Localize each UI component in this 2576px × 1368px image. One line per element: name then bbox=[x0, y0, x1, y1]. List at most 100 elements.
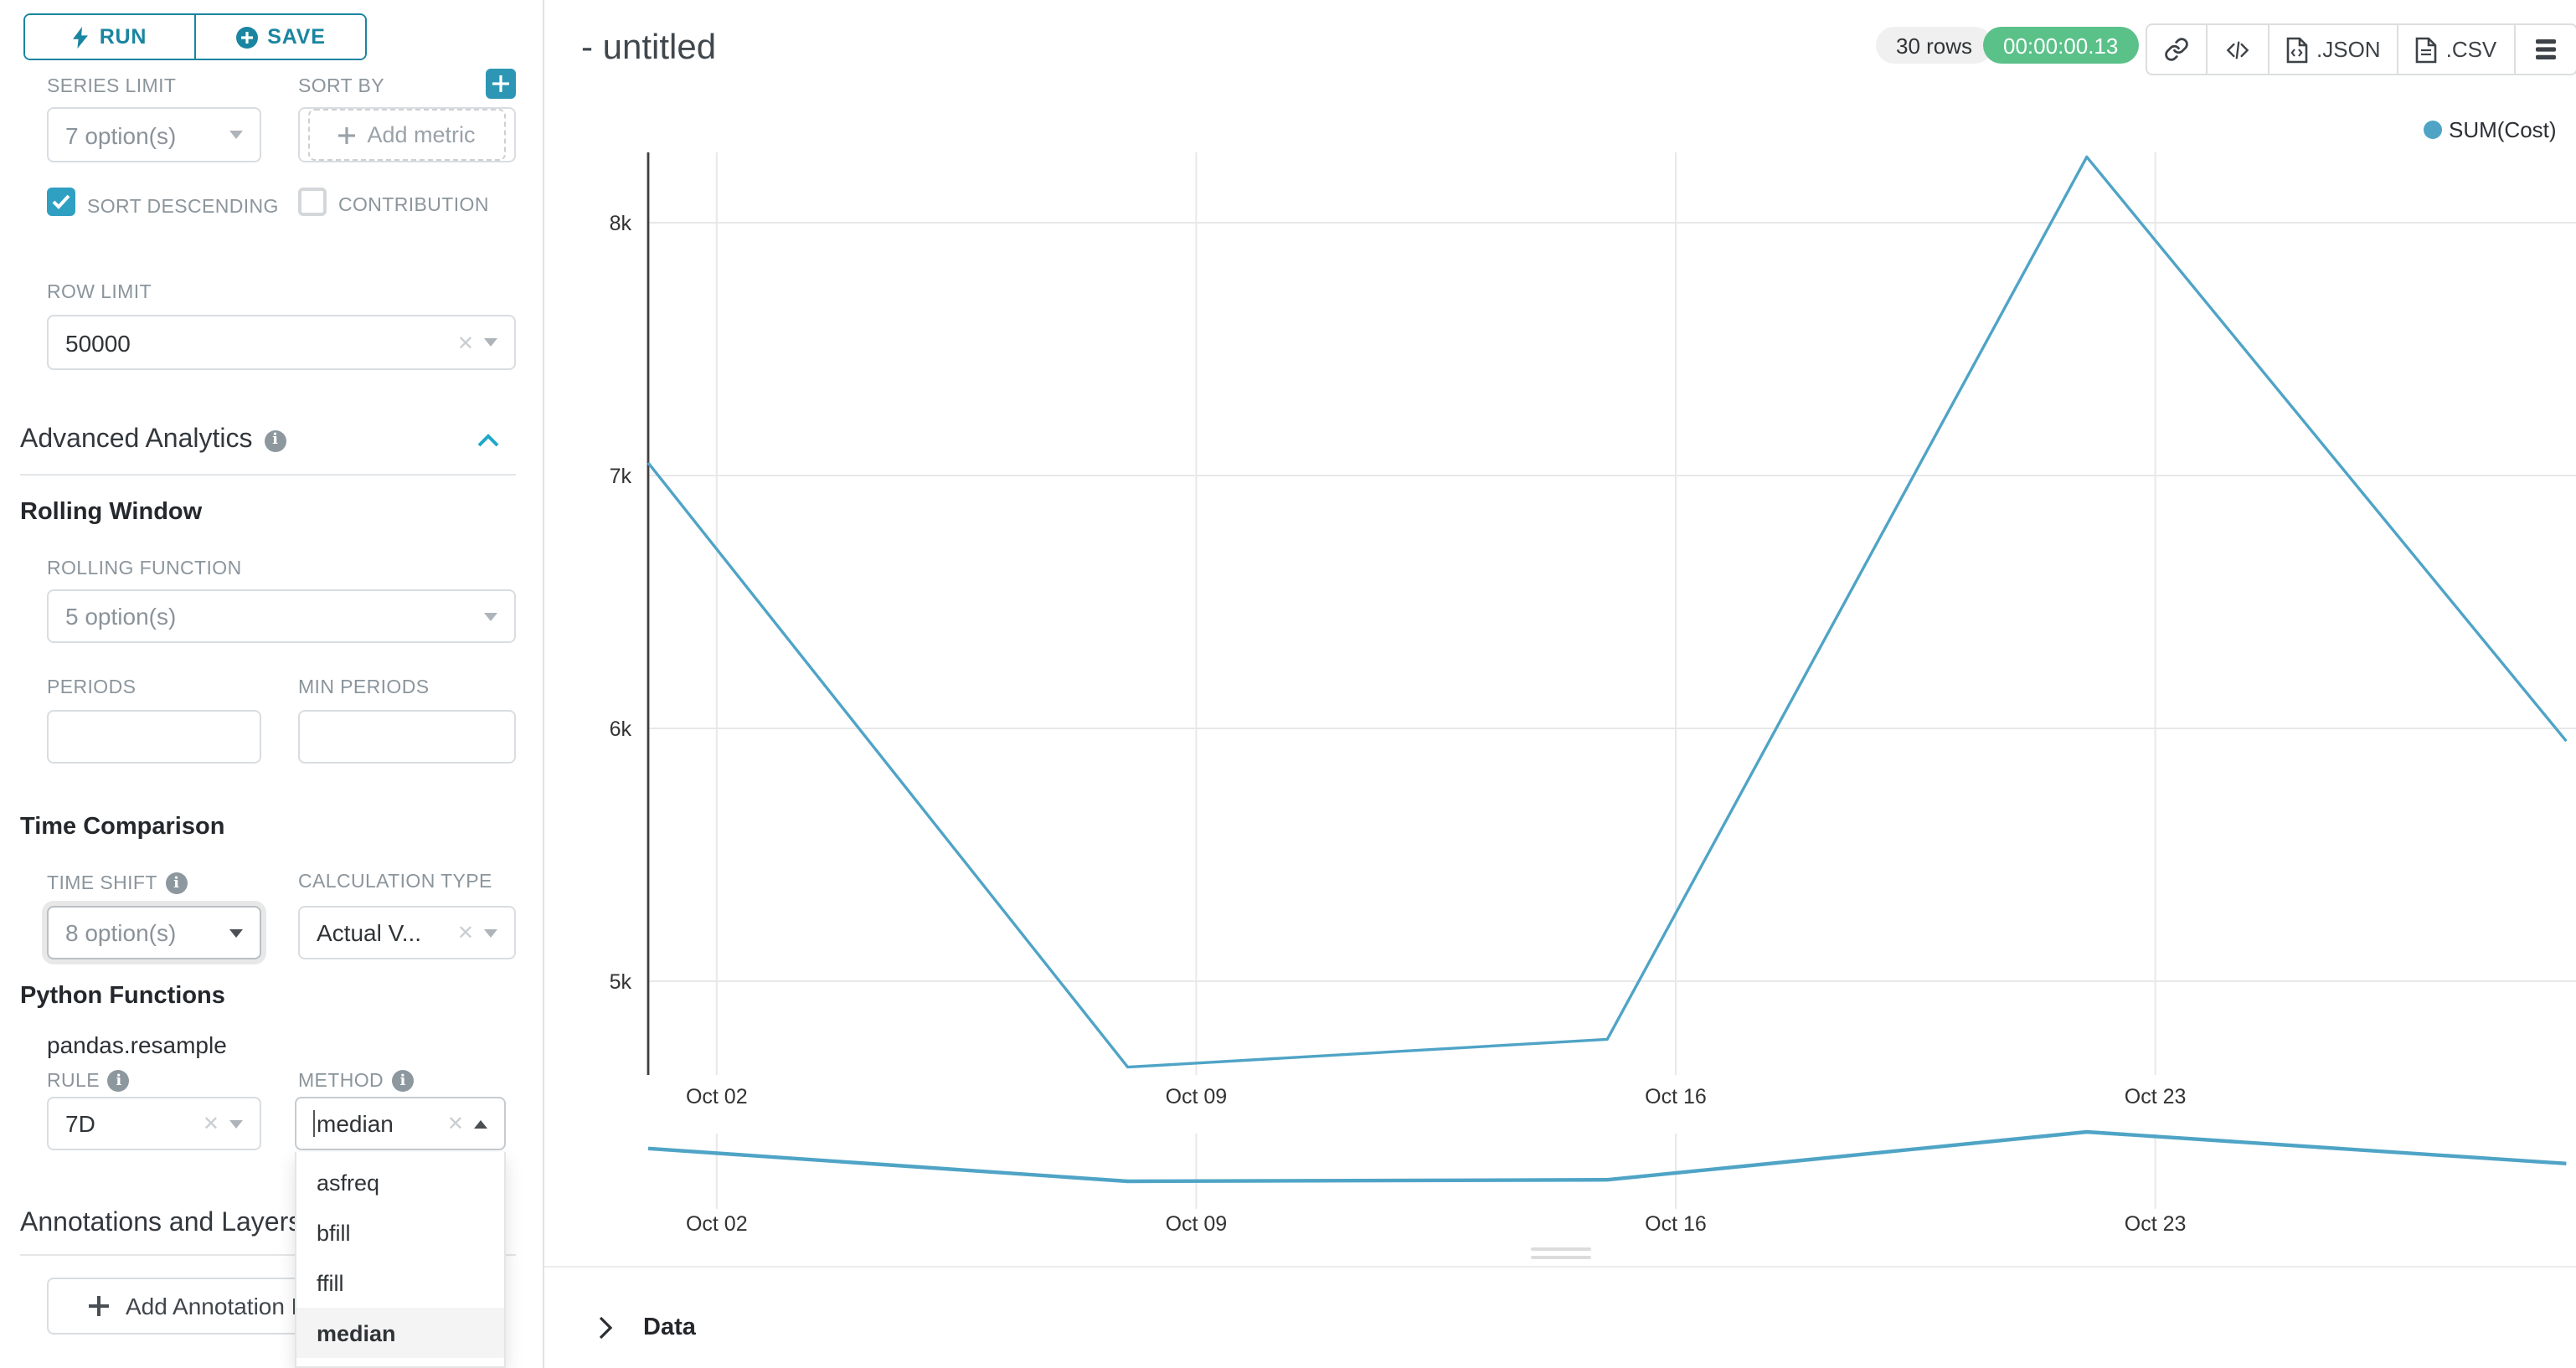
lightning-icon bbox=[73, 26, 89, 48]
series-limit-label: SERIES LIMIT bbox=[47, 77, 177, 97]
info-icon: i bbox=[107, 1070, 130, 1092]
chevron-up-icon[interactable] bbox=[477, 434, 499, 447]
data-panel-label: Data bbox=[643, 1314, 696, 1341]
clear-icon[interactable]: ✕ bbox=[446, 1112, 464, 1135]
rule-label-row: RULE i bbox=[47, 1070, 130, 1092]
plus-icon bbox=[338, 126, 356, 143]
min-periods-input[interactable] bbox=[298, 710, 516, 764]
svg-text:Oct 16: Oct 16 bbox=[1645, 1085, 1707, 1108]
plus-icon bbox=[89, 1296, 109, 1316]
svg-text:Oct 23: Oct 23 bbox=[2125, 1085, 2187, 1108]
rule-value: 7D bbox=[65, 1110, 95, 1137]
duration-badge: 00:00:00.13 bbox=[1983, 27, 2139, 64]
method-select[interactable]: median ✕ bbox=[295, 1097, 506, 1150]
row-limit-select[interactable]: 50000 ✕ bbox=[47, 315, 516, 370]
add-metric-label: Add metric bbox=[367, 122, 476, 147]
periods-label: PERIODS bbox=[47, 678, 137, 698]
periods-input[interactable] bbox=[47, 710, 261, 764]
line-chart: 5k 6k 7k 8k Oct 02 Oct 09 Oct 16 Oct 23 Oct 02 Oc… bbox=[610, 152, 2576, 1236]
svg-text:Oct 23: Oct 23 bbox=[2125, 1212, 2187, 1236]
svg-text:7k: 7k bbox=[610, 465, 632, 488]
svg-text:Oct 02: Oct 02 bbox=[686, 1085, 748, 1108]
method-option-asfreq[interactable]: asfreq bbox=[317, 1170, 380, 1195]
row-limit-value: 50000 bbox=[65, 329, 131, 356]
svg-text:5k: 5k bbox=[610, 970, 632, 994]
section-divider bbox=[20, 474, 516, 476]
series-limit-select[interactable]: 7 option(s) bbox=[47, 107, 261, 162]
export-json-label: .JSON bbox=[2316, 37, 2381, 62]
legend-dot-icon bbox=[2424, 121, 2442, 139]
info-icon: i bbox=[264, 429, 286, 451]
sort-descending-checkbox[interactable] bbox=[47, 188, 75, 216]
export-csv-label: .CSV bbox=[2445, 37, 2497, 62]
rule-label: RULE bbox=[47, 1071, 100, 1091]
method-label-row: METHOD i bbox=[298, 1070, 415, 1092]
check-icon bbox=[52, 194, 70, 209]
sort-by-select: Add metric bbox=[298, 107, 516, 162]
control-panel: RUN SAVE SERIES LIMIT SORT BY 7 option(s… bbox=[0, 0, 544, 1368]
sort-by-label: SORT BY bbox=[298, 77, 384, 97]
time-comparison-title: Time Comparison bbox=[20, 814, 225, 841]
method-dropdown: asfreq bfill ffill median bbox=[295, 1152, 506, 1368]
time-shift-select[interactable]: 8 option(s) bbox=[47, 906, 261, 959]
run-button[interactable]: RUN bbox=[25, 15, 194, 59]
contribution-label: CONTRIBUTION bbox=[338, 196, 489, 216]
legend-item-sum-cost[interactable]: SUM(Cost) bbox=[2424, 117, 2557, 142]
chevron-down-icon bbox=[229, 1119, 243, 1128]
more-options-button[interactable] bbox=[2513, 25, 2575, 74]
embed-code-button[interactable] bbox=[2206, 25, 2268, 74]
clear-icon[interactable]: ✕ bbox=[456, 331, 474, 354]
data-panel-toggle[interactable]: Data bbox=[598, 1314, 696, 1341]
method-option-median[interactable]: median bbox=[296, 1308, 504, 1358]
save-button[interactable]: SAVE bbox=[194, 15, 365, 59]
python-functions-title: Python Functions bbox=[20, 983, 225, 1010]
svg-text:8k: 8k bbox=[610, 212, 632, 235]
code-icon bbox=[2226, 40, 2249, 59]
sort-descending-label: SORT DESCENDING bbox=[87, 198, 279, 218]
copy-link-button[interactable] bbox=[2147, 25, 2206, 74]
chevron-down-icon bbox=[484, 338, 497, 347]
calculation-type-label: CALCULATION TYPE bbox=[298, 872, 492, 892]
rows-badge: 30 rows bbox=[1876, 27, 1993, 64]
advanced-analytics-header[interactable]: Advanced Analytics i bbox=[20, 425, 516, 455]
svg-text:Oct 16: Oct 16 bbox=[1645, 1212, 1707, 1236]
add-metric-button[interactable]: Add metric bbox=[308, 109, 506, 161]
chevron-right-icon bbox=[599, 1316, 613, 1340]
svg-text:Oct 09: Oct 09 bbox=[1166, 1085, 1228, 1108]
advanced-analytics-title: Advanced Analytics bbox=[20, 425, 253, 454]
method-value: median bbox=[317, 1110, 394, 1137]
rule-select[interactable]: 7D ✕ bbox=[47, 1097, 261, 1150]
file-icon bbox=[2416, 36, 2437, 63]
add-metric-plus-button[interactable] bbox=[486, 69, 516, 99]
contribution-checkbox[interactable] bbox=[298, 188, 327, 216]
run-label: RUN bbox=[99, 25, 147, 49]
chevron-down-icon bbox=[229, 131, 243, 139]
link-icon bbox=[2165, 38, 2188, 61]
method-option-ffill[interactable]: ffill bbox=[317, 1270, 344, 1295]
export-toolbar: .JSON .CSV bbox=[2146, 23, 2576, 75]
chevron-up-icon bbox=[474, 1119, 487, 1128]
calculation-type-select[interactable]: Actual V... ✕ bbox=[298, 906, 516, 959]
plus-circle-icon bbox=[235, 26, 258, 48]
method-option-bfill[interactable]: bfill bbox=[317, 1220, 351, 1245]
panel-resize-handle[interactable] bbox=[1531, 1247, 1591, 1258]
clear-icon[interactable]: ✕ bbox=[202, 1112, 219, 1135]
export-json-button[interactable]: .JSON bbox=[2268, 25, 2398, 74]
data-panel-border bbox=[544, 1266, 2576, 1268]
svg-text:Oct 02: Oct 02 bbox=[686, 1212, 748, 1236]
clear-icon[interactable]: ✕ bbox=[456, 921, 474, 944]
file-code-icon bbox=[2286, 36, 2308, 63]
python-function-name: pandas.resample bbox=[47, 1031, 227, 1058]
save-label: SAVE bbox=[267, 25, 326, 49]
info-icon: i bbox=[392, 1070, 415, 1092]
rolling-function-select[interactable]: 5 option(s) bbox=[47, 589, 516, 643]
run-save-buttons: RUN SAVE bbox=[23, 13, 367, 60]
chart-title[interactable]: - untitled bbox=[581, 28, 717, 67]
time-shift-value: 8 option(s) bbox=[65, 919, 177, 946]
plus-icon bbox=[492, 75, 509, 92]
chevron-down-icon bbox=[229, 928, 243, 937]
row-limit-label: ROW LIMIT bbox=[47, 283, 152, 303]
series-limit-value: 7 option(s) bbox=[65, 121, 177, 148]
export-csv-button[interactable]: .CSV bbox=[2397, 25, 2514, 74]
